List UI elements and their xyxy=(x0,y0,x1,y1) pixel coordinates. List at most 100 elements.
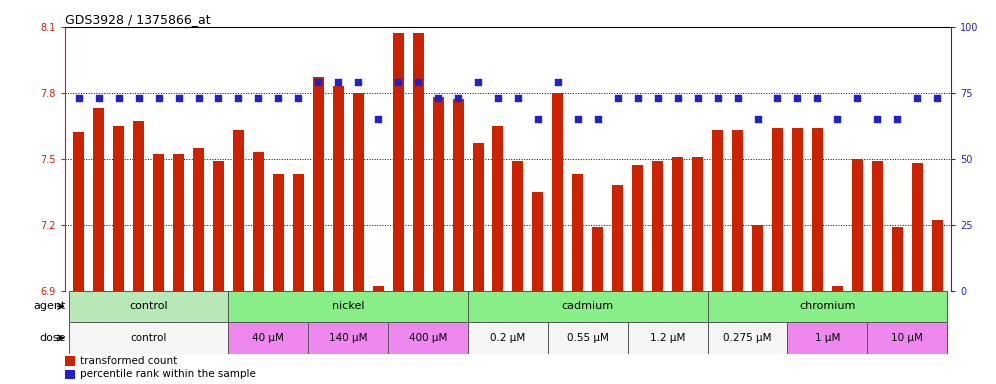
Bar xyxy=(752,225,763,291)
Point xyxy=(570,116,586,122)
Point xyxy=(130,95,146,101)
Bar xyxy=(707,322,788,354)
Bar xyxy=(309,322,388,354)
Bar xyxy=(65,356,76,366)
Point xyxy=(850,95,866,101)
Bar xyxy=(228,291,468,322)
Point xyxy=(550,79,566,85)
Bar xyxy=(788,322,868,354)
Point xyxy=(371,116,386,122)
Text: 10 μM: 10 μM xyxy=(891,333,923,343)
Bar xyxy=(593,227,604,291)
Bar xyxy=(353,93,364,291)
Point xyxy=(71,95,87,101)
Text: 1.2 μM: 1.2 μM xyxy=(650,333,685,343)
Bar xyxy=(69,322,228,354)
Bar xyxy=(173,154,184,291)
Point xyxy=(590,116,606,122)
Bar xyxy=(65,370,76,379)
Point xyxy=(870,116,885,122)
Point xyxy=(689,95,705,101)
Point xyxy=(111,95,126,101)
Point xyxy=(250,95,266,101)
Bar xyxy=(891,227,902,291)
Bar xyxy=(472,143,483,291)
Text: transformed count: transformed count xyxy=(80,356,177,366)
Point xyxy=(190,95,206,101)
Point xyxy=(929,95,945,101)
Point xyxy=(150,95,166,101)
Point xyxy=(490,95,506,101)
Bar xyxy=(812,128,823,291)
Point xyxy=(331,79,347,85)
Text: chromium: chromium xyxy=(799,301,856,311)
Bar xyxy=(872,161,882,291)
Bar xyxy=(313,78,324,291)
Point xyxy=(889,116,905,122)
Bar xyxy=(233,130,244,291)
Bar xyxy=(153,154,164,291)
Point xyxy=(91,95,107,101)
Bar xyxy=(792,128,803,291)
Bar xyxy=(707,291,947,322)
Point xyxy=(909,95,925,101)
Bar xyxy=(632,165,643,291)
Point xyxy=(750,116,766,122)
Bar xyxy=(468,322,548,354)
Point xyxy=(530,116,546,122)
Text: 140 μM: 140 μM xyxy=(329,333,368,343)
Text: 0.275 μM: 0.275 μM xyxy=(723,333,772,343)
Point xyxy=(730,95,746,101)
Point xyxy=(210,95,226,101)
Text: control: control xyxy=(129,301,168,311)
Bar xyxy=(911,163,922,291)
Point xyxy=(510,95,526,101)
Bar xyxy=(652,161,663,291)
Bar xyxy=(692,157,703,291)
Text: 0.2 μM: 0.2 μM xyxy=(490,333,526,343)
Bar xyxy=(392,33,403,291)
Bar xyxy=(772,128,783,291)
Point xyxy=(790,95,806,101)
Point xyxy=(450,95,466,101)
Text: dose: dose xyxy=(39,333,66,343)
Bar xyxy=(712,130,723,291)
Text: cadmium: cadmium xyxy=(562,301,614,311)
Bar xyxy=(732,130,743,291)
Bar xyxy=(213,161,224,291)
Text: 1 μM: 1 μM xyxy=(815,333,840,343)
Bar xyxy=(412,33,423,291)
Point xyxy=(649,95,665,101)
Text: 0.55 μM: 0.55 μM xyxy=(567,333,609,343)
Bar xyxy=(627,322,707,354)
Bar xyxy=(852,159,863,291)
Bar xyxy=(74,132,85,291)
Bar xyxy=(672,157,683,291)
Bar xyxy=(931,220,942,291)
Point xyxy=(610,95,625,101)
Bar xyxy=(452,99,463,291)
Bar xyxy=(193,148,204,291)
Point xyxy=(270,95,286,101)
Point xyxy=(311,79,327,85)
Bar xyxy=(133,121,144,291)
Point xyxy=(430,95,446,101)
Text: control: control xyxy=(130,333,166,343)
Point xyxy=(351,79,367,85)
Bar xyxy=(253,152,264,291)
Bar xyxy=(69,291,228,322)
Bar xyxy=(293,174,304,291)
Bar xyxy=(432,97,443,291)
Text: 400 μM: 400 μM xyxy=(409,333,447,343)
Bar xyxy=(573,174,584,291)
Bar xyxy=(832,286,843,291)
Point xyxy=(170,95,186,101)
Point xyxy=(709,95,725,101)
Point xyxy=(410,79,426,85)
Bar xyxy=(468,291,707,322)
Point xyxy=(770,95,786,101)
Bar xyxy=(388,322,468,354)
Point xyxy=(830,116,846,122)
Bar xyxy=(373,286,383,291)
Bar xyxy=(492,126,503,291)
